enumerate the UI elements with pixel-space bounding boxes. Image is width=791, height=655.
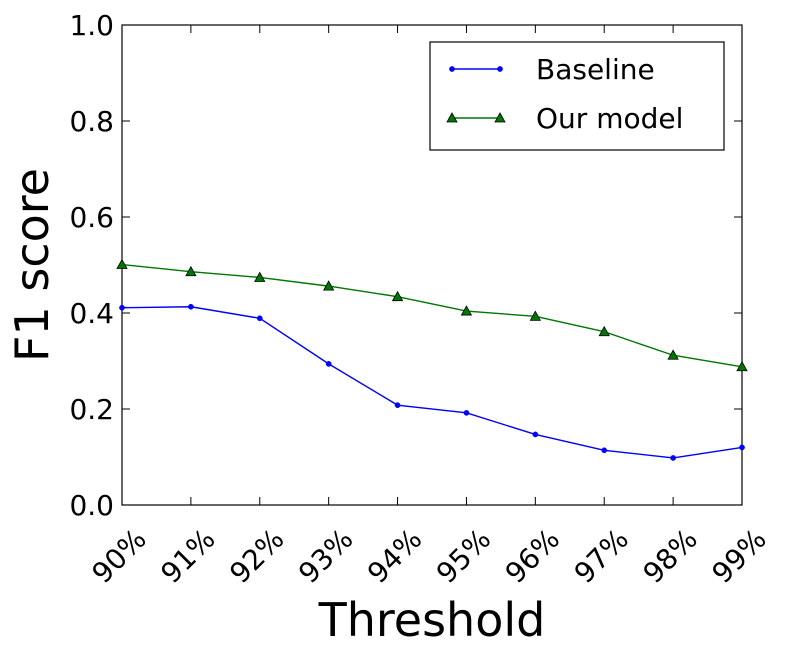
y-tick-label: 0.0	[69, 489, 114, 522]
y-axis-title: F1 score	[5, 168, 59, 362]
y-tick-label: 0.8	[69, 105, 114, 138]
data-point	[601, 447, 608, 454]
legend: Baseline Our model	[429, 41, 725, 151]
x-tick-label: 96%	[499, 522, 566, 589]
x-tick-label: 94%	[361, 522, 428, 589]
x-tick-label: 95%	[430, 522, 497, 589]
x-tick-label: 97%	[568, 522, 635, 589]
data-point	[532, 431, 539, 438]
data-point	[667, 349, 679, 360]
x-tick-label: 92%	[223, 522, 290, 589]
data-point	[670, 455, 676, 461]
series-line	[121, 306, 743, 459]
series-line	[121, 263, 743, 368]
x-tick-label: 99%	[705, 522, 772, 589]
legend-marker	[497, 66, 503, 72]
x-axis-title: Threshold	[318, 593, 546, 647]
y-tick-label: 0.2	[69, 393, 114, 426]
legend-marker	[449, 66, 455, 72]
series-0	[119, 303, 745, 461]
data-point	[116, 258, 128, 269]
legend-entry-0: Baseline	[449, 53, 655, 86]
data-point	[188, 303, 194, 310]
series-1	[116, 258, 748, 372]
y-tick-label: 0.4	[69, 297, 114, 330]
legend-box	[429, 41, 725, 151]
data-point	[598, 325, 610, 337]
y-axis: 0.0 0.2 0.4 0.6 0.8 1.0	[69, 9, 742, 522]
data-point	[256, 315, 263, 322]
data-point	[739, 444, 745, 451]
y-tick-label: 0.6	[69, 201, 114, 234]
data-point	[185, 265, 197, 277]
data-point	[529, 310, 542, 321]
data-point	[325, 361, 332, 367]
data-point	[394, 402, 401, 409]
series-layer	[116, 258, 748, 461]
data-point	[736, 360, 748, 372]
x-tick-label: 93%	[292, 522, 359, 589]
legend-label: Baseline	[536, 53, 655, 86]
x-tick-label: 91%	[154, 522, 221, 589]
data-point	[119, 304, 125, 311]
x-tick-label: 98%	[637, 522, 704, 589]
legend-marker	[446, 112, 458, 123]
legend-label: Our model	[536, 102, 683, 135]
data-point	[463, 409, 470, 416]
legend-entry-1: Our model	[446, 102, 683, 135]
legend-marker	[494, 112, 506, 123]
x-tick-label: 90%	[85, 522, 152, 589]
data-point	[322, 280, 335, 291]
data-point	[460, 305, 473, 316]
data-point	[391, 290, 404, 302]
data-point	[254, 271, 266, 282]
y-tick-label: 1.0	[69, 9, 114, 42]
